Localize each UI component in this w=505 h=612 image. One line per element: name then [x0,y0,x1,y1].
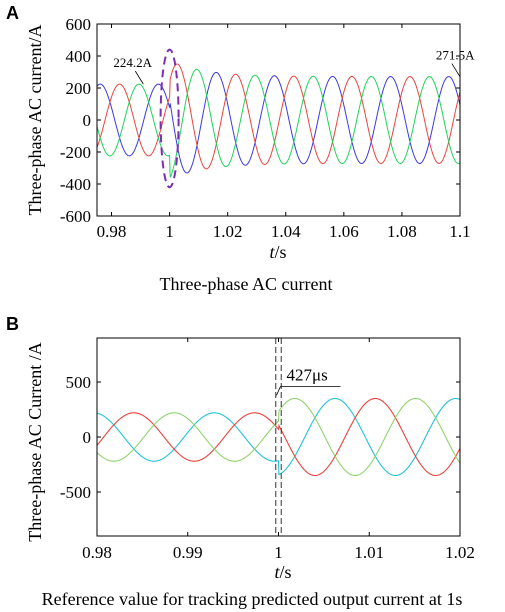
panel-a-ytick-label: 600 [66,15,92,34]
panel-a-xtick-label: 1.06 [329,222,359,241]
panel-a-xlabel-var: t [269,242,275,262]
panel-a-y-ticks: 600 400 200 0 -200 -400 -600 [60,15,460,226]
panel-a-ylabel: Three-phase AC current/A [25,25,45,216]
panel-b-ytick-label: 0 [83,428,92,447]
panel-a-annotation-1: 224.2A [113,55,153,85]
panel-a-ytick-label: 200 [66,79,92,98]
panel-a: A Three-phase AC current/A 224.2A271.5A … [6,3,475,294]
panel-a-annotation-text-1: 224.2A [113,55,152,70]
panel-b-series-3 [97,397,460,477]
panel-b-xlabel-unit: /s [280,562,292,582]
panel-a-xlabel: t/s [269,242,286,262]
panel-b-caption: Reference value for tracking predicted o… [42,589,463,609]
panel-b-ylabel: Three-phase AC Current /A [25,342,45,541]
panel-b-xlabel: t/s [274,562,291,582]
panel-b-x-ticks: 0.98 0.99 1 1.01 1.02 [82,338,475,562]
panel-a-annotation-2: 271.5A [436,48,475,77]
panel-a-ytick-label: 400 [66,47,92,66]
panel-b: B Three-phase AC Current /A 427μs 500 0 -5… [6,314,475,609]
panel-b-ytick-label: 500 [66,373,92,392]
panel-a-ytick-label: 0 [83,111,92,130]
panel-a-annotation-text-2: 271.5A [436,48,475,63]
panel-a-ytick-label: -400 [60,175,91,194]
panel-a-ytick-label: -600 [60,207,91,226]
panel-a-plot-area: 224.2A 271.5A [97,48,475,189]
panel-a-xlabel-unit: /s [275,242,287,262]
panel-b-ytick-label: -500 [60,483,91,502]
panel-a-xtick-label: 1.08 [387,222,417,241]
panel-a-xtick-label: 0.98 [97,222,127,241]
panel-a-xtick-label: 1 [165,222,174,241]
panel-b-xtick-label: 1.02 [445,543,475,562]
panel-b-xtick-label: 0.98 [82,543,112,562]
panel-b-series-2 [97,397,460,477]
panel-a-ytick-label: -200 [60,143,91,162]
panel-a-xtick-label: 1.02 [213,222,243,241]
panel-a-xtick-label: 1.1 [449,222,470,241]
panel-a-xtick-label: 1.04 [271,222,301,241]
panel-a-highlight-ellipse [159,48,180,189]
panel-a-letter: A [6,3,19,23]
panel-b-xlabel-var: t [274,562,280,582]
panel-b-xtick-label: 1 [274,543,283,562]
panel-b-annotation-text: 427μs [287,365,328,384]
panel-b-letter: B [6,314,19,334]
panel-a-series-1 [97,71,460,174]
panel-b-series-1 [97,397,460,477]
panel-b-plot-area: 427μs [97,338,460,536]
panel-a-caption: Three-phase AC current [160,274,333,294]
panel-b-annotation: 427μs [276,365,341,396]
panel-a-series-2 [97,63,460,170]
panel-b-y-ticks: 500 0 -500 [60,373,460,502]
panel-b-xtick-label: 1.01 [354,543,384,562]
panel-b-xtick-label: 0.99 [173,543,203,562]
panel-a-series-3 [97,68,460,178]
panel-a-x-ticks: 0.98 1 1.02 1.04 1.06 1.08 1.1 [97,24,471,241]
